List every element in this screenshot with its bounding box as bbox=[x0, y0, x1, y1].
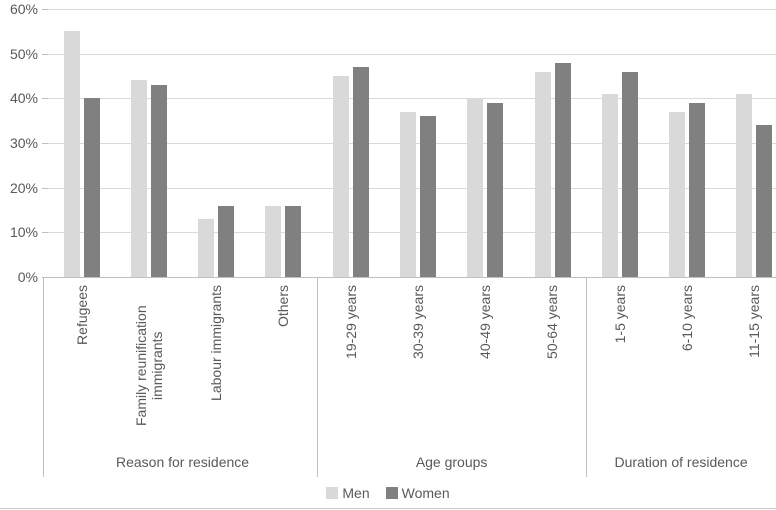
y-tick-30 bbox=[42, 143, 48, 144]
category-label: 50-64 years bbox=[544, 285, 561, 359]
category-label: 30-39 years bbox=[409, 285, 426, 359]
bar-women-1-5-years bbox=[621, 71, 638, 277]
bar-women-family-reunification-immigrants bbox=[150, 84, 167, 277]
y-tick-label: 50% bbox=[9, 45, 38, 62]
category-label-cell: 11-15 years bbox=[709, 278, 776, 450]
y-tick-40 bbox=[42, 98, 48, 100]
legend-item-men: Men bbox=[326, 485, 370, 501]
category-label: 6-10 years bbox=[679, 285, 696, 352]
y-tick-10 bbox=[42, 232, 48, 234]
y-tick-label: 20% bbox=[9, 179, 38, 196]
bar-women-6-10-years bbox=[689, 102, 706, 277]
gridline-50 bbox=[48, 53, 776, 55]
y-tick-label: 60% bbox=[9, 1, 38, 17]
y-tick-label: 40% bbox=[9, 90, 38, 107]
bar-men-labour-immigrants bbox=[198, 218, 215, 277]
bar-women-others bbox=[285, 205, 302, 277]
group-label-age-groups: Age groups bbox=[415, 454, 488, 470]
group-divider bbox=[317, 278, 318, 477]
legend-swatch-women bbox=[385, 487, 398, 499]
y-tick-20 bbox=[42, 187, 48, 189]
category-label: Refugees bbox=[73, 285, 90, 345]
group-label-reason-for-residence: Reason for residence bbox=[115, 454, 250, 470]
gridline-40 bbox=[48, 98, 776, 100]
legend: Men Women bbox=[0, 484, 776, 502]
group-label-duration-of-residence: Duration of residence bbox=[614, 454, 748, 470]
y-tick-60 bbox=[42, 9, 48, 10]
y-tick-label: 0% bbox=[17, 269, 38, 285]
y-tick-label: 10% bbox=[9, 224, 38, 241]
group-divider bbox=[586, 278, 587, 477]
bar-men-30-39-years bbox=[400, 111, 416, 277]
y-tick-label: 30% bbox=[9, 135, 38, 151]
bar-men-6-10-years bbox=[669, 111, 686, 277]
x-axis-line bbox=[48, 277, 776, 278]
bar-men-19-29-years bbox=[332, 76, 349, 277]
chart-bottom-border bbox=[0, 508, 776, 509]
bar-women-19-29-years bbox=[352, 67, 369, 277]
bar-men-family-reunification-immigrants bbox=[130, 80, 147, 277]
bar-men-11-15-years bbox=[736, 93, 753, 277]
category-label: Family reunification immigrants bbox=[132, 305, 165, 427]
legend-item-women: Women bbox=[385, 485, 450, 501]
category-label: 11-15 years bbox=[746, 285, 763, 358]
group-divider bbox=[43, 278, 44, 477]
bar-men-others bbox=[265, 205, 282, 277]
category-label: 1-5 years bbox=[611, 285, 628, 344]
bar-men-40-49-years bbox=[467, 98, 484, 277]
bar-men-refugees bbox=[63, 31, 80, 277]
legend-label-men: Men bbox=[342, 485, 370, 501]
bar-women-40-49-years bbox=[487, 102, 504, 277]
bar-women-labour-immigrants bbox=[218, 205, 235, 277]
category-label: Others bbox=[275, 285, 292, 328]
category-label: 40-49 years bbox=[477, 285, 494, 359]
legend-swatch-men bbox=[326, 487, 339, 499]
bar-women-11-15-years bbox=[756, 125, 773, 277]
bar-women-refugees bbox=[83, 98, 100, 277]
y-tick-50 bbox=[42, 53, 48, 55]
y-tick-0 bbox=[42, 277, 48, 278]
bar-women-30-39-years bbox=[420, 116, 436, 277]
bar-men-50-64-years bbox=[534, 71, 551, 277]
category-label: Labour immigrants bbox=[208, 285, 225, 401]
legend-label-women: Women bbox=[401, 485, 450, 501]
gridline-60 bbox=[48, 9, 776, 10]
bar-men-1-5-years bbox=[601, 93, 618, 277]
category-label: 19-29 years bbox=[342, 285, 359, 359]
bar-women-50-64-years bbox=[554, 62, 571, 277]
